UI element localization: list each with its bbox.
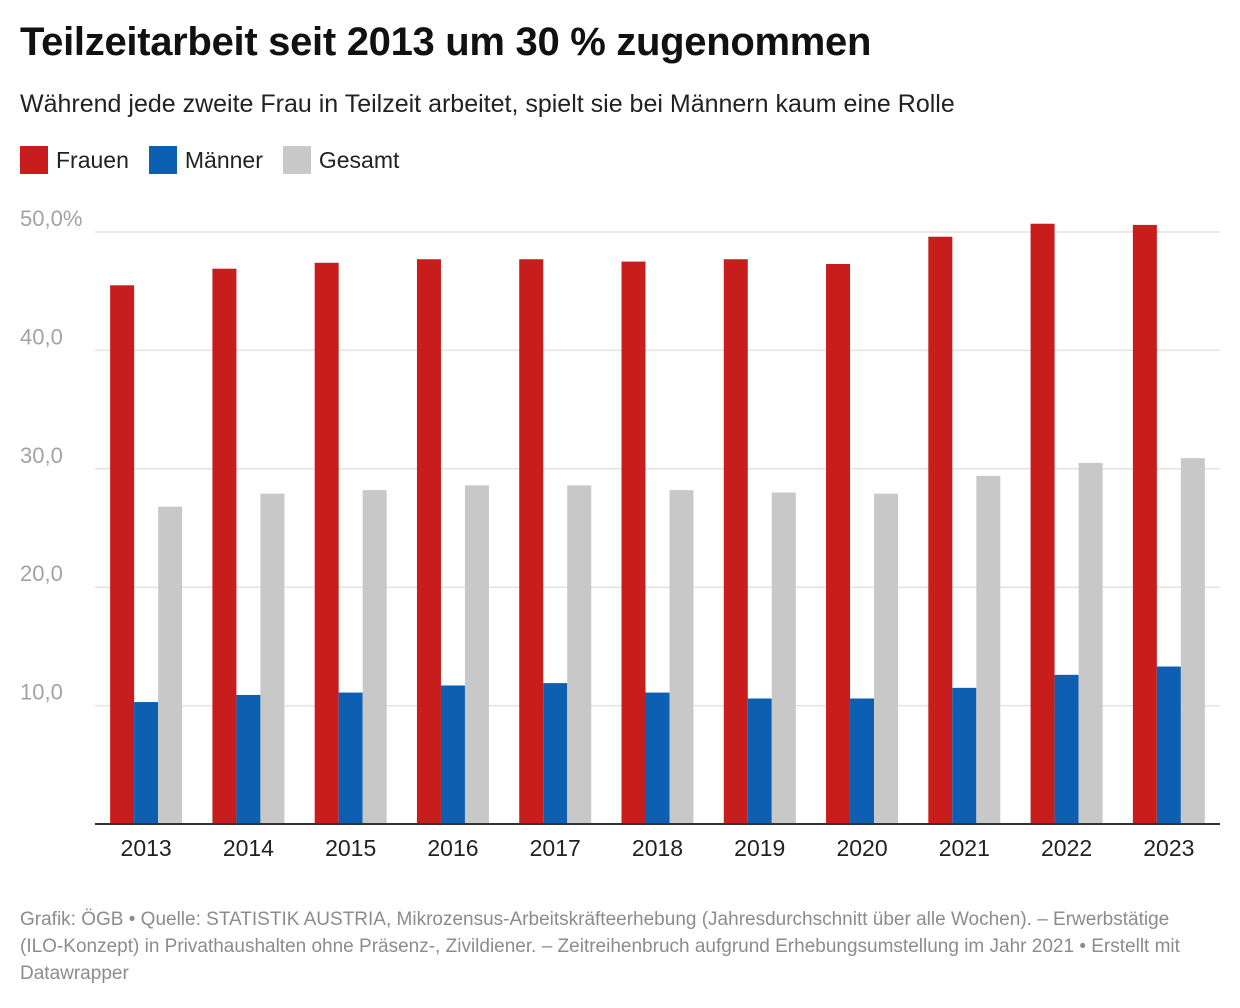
- bar-chart: 10,0 20,0 30,0 40,0 50,0% 2013 2014 2015 2016 201…: [20, 206, 1220, 861]
- legend-label-gesamt: Gesamt: [318, 146, 400, 173]
- bar-gesamt-2015: [362, 490, 387, 824]
- bar-männer-2020: [850, 698, 875, 824]
- bar-gesamt-2014: [260, 493, 285, 824]
- bar-frauen-2014: [212, 268, 237, 825]
- bar-gesamt-2019: [771, 492, 796, 824]
- y-tick-label: 10,0: [20, 680, 63, 705]
- bar-gesamt-2013: [158, 506, 183, 824]
- x-tick-label: 2013: [121, 835, 172, 861]
- bar-männer-2017: [543, 683, 568, 824]
- x-tick-label: 2016: [427, 835, 478, 861]
- bar-gesamt-2023: [1180, 458, 1205, 824]
- bar-männer-2014: [236, 694, 261, 824]
- bar-frauen-2013: [110, 285, 135, 824]
- chart-footer: Grafik: ÖGB • Quelle: STATISTIK AUSTRIA,…: [20, 906, 1210, 987]
- bar-männer-2022: [1054, 674, 1079, 824]
- x-tick-label: 2018: [632, 835, 683, 861]
- x-tick-label: 2015: [325, 835, 376, 861]
- bar-gesamt-2022: [1078, 462, 1103, 824]
- legend-label-maenner: Männer: [184, 146, 263, 173]
- legend-item-gesamt: Gesamt: [282, 146, 400, 174]
- bar-männer-2018: [645, 692, 670, 824]
- bar-männer-2019: [747, 698, 772, 824]
- bar-männer-2021: [952, 687, 977, 824]
- legend-swatch-gesamt: [282, 146, 311, 174]
- bar-gesamt-2020: [874, 493, 899, 824]
- bar-frauen-2017: [519, 259, 544, 824]
- y-tick-label: 30,0: [20, 443, 63, 468]
- chart-title: Teilzeitarbeit seit 2013 um 30 % zugenom…: [20, 20, 872, 64]
- x-tick-label: 2020: [836, 835, 887, 861]
- legend-label-frauen: Frauen: [56, 146, 129, 173]
- source-note: Grafik: ÖGB • Quelle: STATISTIK AUSTRIA,…: [20, 909, 1180, 984]
- y-tick-label: 50,0%: [20, 206, 82, 231]
- x-tick-label: 2014: [223, 835, 274, 861]
- legend: Frauen Männer Gesamt: [20, 146, 419, 174]
- bar-männer-2015: [338, 692, 363, 824]
- bar-frauen-2020: [826, 263, 851, 824]
- legend-swatch-frauen: [20, 146, 48, 174]
- y-tick-label: 40,0: [20, 324, 63, 349]
- bar-männer-2016: [440, 685, 465, 824]
- bar-gesamt-2017: [567, 485, 592, 824]
- y-tick-label: 20,0: [20, 561, 63, 586]
- bar-frauen-2018: [621, 261, 646, 825]
- bar-frauen-2022: [1030, 223, 1055, 824]
- bar-gesamt-2018: [669, 490, 694, 824]
- bar-frauen-2015: [314, 262, 339, 824]
- x-tick-label: 2019: [734, 835, 785, 861]
- x-tick-label: 2022: [1041, 835, 1092, 861]
- bar-frauen-2021: [928, 236, 953, 825]
- x-tick-label: 2023: [1143, 835, 1194, 861]
- x-tick-label: 2017: [530, 835, 581, 861]
- x-tick-label: 2021: [939, 835, 990, 861]
- bar-gesamt-2016: [464, 485, 489, 824]
- bar-gesamt-2021: [976, 475, 1001, 824]
- legend-swatch-maenner: [148, 146, 177, 174]
- legend-item-maenner: Männer: [148, 146, 263, 174]
- bar-frauen-2019: [723, 259, 748, 824]
- bar-frauen-2016: [416, 259, 441, 824]
- chart-subtitle: Während jede zweite Frau in Teilzeit arb…: [20, 90, 955, 118]
- bar-frauen-2023: [1132, 224, 1157, 824]
- bar-männer-2013: [134, 702, 159, 824]
- legend-item-frauen: Frauen: [20, 146, 129, 174]
- bar-männer-2023: [1156, 666, 1181, 824]
